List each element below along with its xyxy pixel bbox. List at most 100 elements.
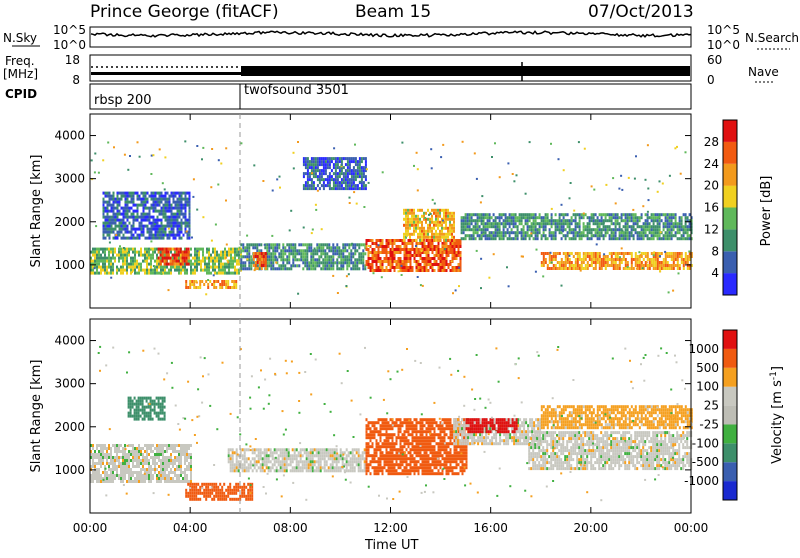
power-heatmap: [90, 140, 693, 295]
heatmap-cell: [689, 213, 691, 216]
heatmap-cell: [456, 269, 458, 272]
heatmap-cell: [136, 453, 138, 456]
heatmap-cell: [563, 169, 565, 171]
heatmap-cell: [362, 255, 364, 258]
heatmap-cell: [168, 477, 170, 480]
heatmap-cell: [266, 243, 268, 246]
heatmap-cell: [355, 169, 357, 172]
heatmap-cell: [294, 258, 296, 261]
heatmap-cell: [398, 263, 400, 266]
heatmap-cell: [158, 266, 160, 269]
heatmap-cell: [264, 246, 266, 249]
heatmap-cell: [268, 448, 270, 451]
heatmap-cell: [154, 248, 156, 251]
heatmap-cell: [100, 459, 102, 462]
heatmap-cell: [403, 218, 405, 221]
heatmap-cell: [581, 258, 583, 261]
heatmap-cell: [146, 447, 148, 450]
heatmap-cell: [113, 146, 115, 148]
heatmap-cell: [165, 213, 167, 216]
heatmap-cell: [92, 248, 94, 251]
heatmap-cell: [228, 454, 230, 457]
heatmap-cell: [201, 158, 203, 160]
heatmap-cell: [168, 269, 170, 272]
heatmap-cell: [615, 225, 617, 228]
heatmap-cell: [153, 201, 155, 204]
heatmap-cell: [307, 163, 309, 166]
heatmap-cell: [188, 254, 190, 257]
heatmap-cell: [171, 216, 173, 219]
heatmap-cell: [180, 453, 182, 456]
heatmap-cell: [320, 246, 322, 249]
heatmap-cell: [440, 266, 442, 269]
heatmap-cell: [195, 483, 197, 486]
heatmap-cell: [160, 480, 162, 483]
heatmap-cell: [318, 264, 320, 267]
heatmap-cell: [150, 474, 152, 477]
heatmap-cell: [493, 213, 495, 216]
heatmap-cell: [282, 261, 284, 264]
heatmap-cell: [134, 465, 136, 468]
heatmap-cell: [181, 198, 183, 201]
heatmap-cell: [351, 178, 353, 181]
heatmap-cell: [126, 266, 128, 269]
heatmap-cell: [111, 210, 113, 213]
heatmap-cell: [145, 198, 147, 201]
heatmap-cell: [323, 184, 325, 187]
heatmap-cell: [182, 263, 184, 266]
heatmap-cell: [208, 272, 210, 275]
heatmap-cell: [483, 213, 485, 216]
heatmap-cell: [657, 231, 659, 234]
heatmap-cell: [119, 204, 121, 207]
heatmap-cell: [220, 272, 222, 275]
heatmap-cell: [411, 224, 413, 227]
heatmap-cell: [158, 450, 160, 453]
heatmap-cell: [655, 228, 657, 231]
heatmap-cell: [467, 219, 469, 222]
heatmap-cell: [439, 233, 441, 236]
heatmap-cell: [183, 192, 185, 195]
heatmap-cell: [324, 255, 326, 258]
heatmap-cell: [334, 252, 336, 255]
heatmap-cell: [555, 258, 557, 261]
heatmap-cell: [215, 486, 217, 489]
y-tick-label: 1000: [54, 258, 85, 272]
heatmap-cell: [177, 213, 179, 216]
heatmap-cell: [390, 263, 392, 266]
heatmap-cell: [112, 248, 114, 251]
heatmap-cell: [215, 483, 217, 486]
heatmap-cell: [127, 219, 129, 222]
heatmap-cell: [109, 216, 111, 219]
heatmap-cell: [467, 213, 469, 216]
heatmap-cell: [519, 213, 521, 216]
heatmap-cell: [94, 453, 96, 456]
heatmap-cell: [162, 444, 164, 447]
heatmap-cell: [487, 237, 489, 240]
heatmap-cell: [358, 246, 360, 249]
heatmap-cell: [343, 157, 345, 160]
heatmap-cell: [593, 252, 595, 255]
heatmap-cell: [156, 254, 158, 257]
heatmap-cell: [319, 181, 321, 184]
heatmap-cell: [153, 228, 155, 231]
heatmap-cell: [241, 492, 243, 495]
heatmap-cell: [380, 257, 382, 260]
heatmap-cell: [406, 260, 408, 263]
heatmap-cell: [134, 257, 136, 260]
heatmap-cell: [365, 184, 367, 187]
heatmap-cell: [96, 468, 98, 471]
heatmap-cell: [519, 219, 521, 222]
heatmap-cell: [164, 266, 166, 269]
heatmap-cell: [589, 255, 591, 258]
heatmap-cell: [229, 498, 231, 501]
heatmap-cell: [685, 255, 687, 258]
heatmap-cell: [114, 459, 116, 462]
heatmap-cell: [180, 471, 182, 474]
heatmap-cell: [185, 201, 187, 204]
heatmap-cell: [98, 480, 100, 483]
heatmap-cell: [174, 260, 176, 263]
heatmap-cell: [396, 263, 398, 266]
heatmap-cell: [189, 483, 191, 486]
heatmap-cell: [230, 272, 232, 275]
heatmap-cell: [550, 252, 552, 254]
